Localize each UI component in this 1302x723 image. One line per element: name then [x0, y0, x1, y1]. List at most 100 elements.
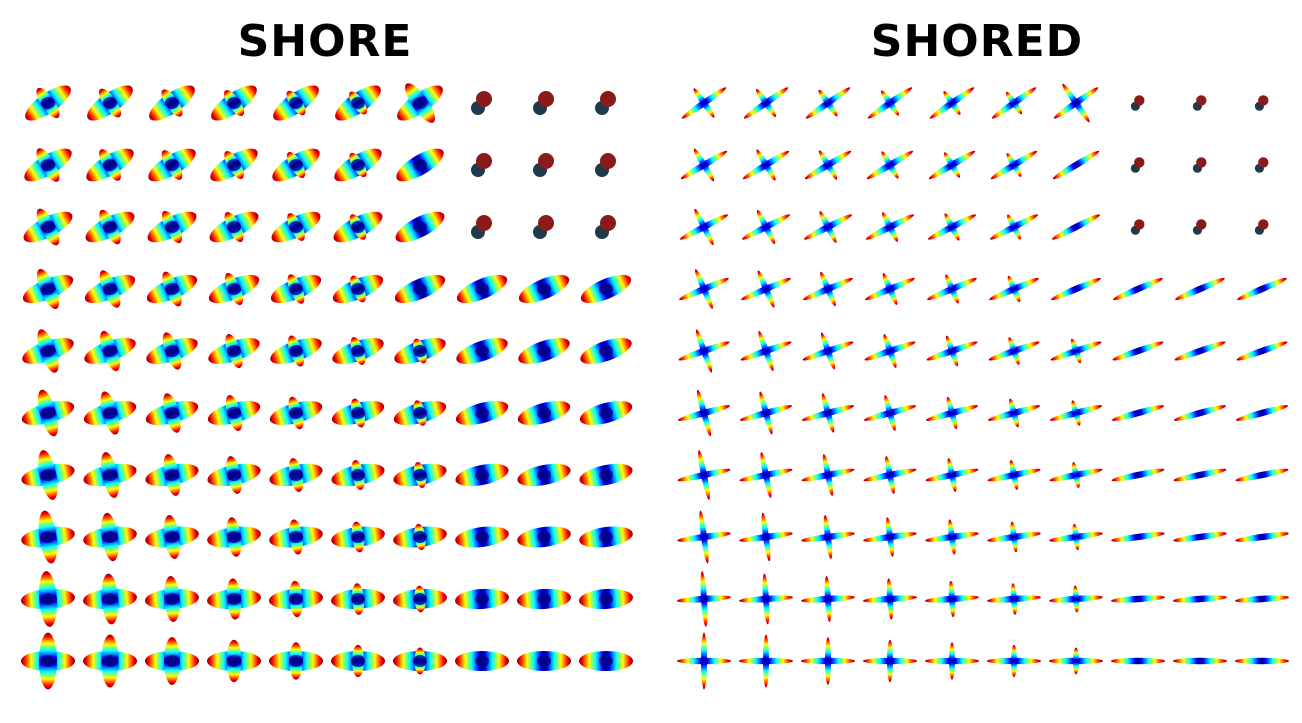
odf-lobe-secondary — [881, 151, 899, 179]
odf-core — [41, 407, 55, 419]
odf-lobe-secondary — [693, 88, 715, 118]
odf-core — [289, 159, 303, 171]
odf-lobe-secondary — [946, 396, 958, 430]
odf-core — [475, 407, 489, 419]
odf-glyph — [1053, 83, 1099, 123]
odf-glyph — [517, 400, 571, 426]
odf-core — [351, 159, 365, 171]
odf-lobe-primary — [1173, 405, 1227, 421]
isotropic-lobe — [600, 91, 616, 107]
isotropic-lobe — [1196, 95, 1207, 106]
odf-glyph — [1051, 214, 1101, 240]
odf-core — [41, 283, 55, 295]
odf-glyph — [579, 463, 633, 487]
odf-glyph — [87, 85, 133, 121]
odf-lobe-primary — [1236, 341, 1288, 361]
odf-core — [41, 97, 55, 109]
odf-glyph — [579, 588, 633, 610]
odf-glyph — [209, 211, 259, 243]
odf-glyph — [928, 150, 976, 180]
odf-core — [103, 221, 117, 233]
odf-glyph — [83, 391, 137, 435]
odf-glyph — [517, 526, 571, 548]
odf-glyph — [580, 337, 632, 365]
odf-glyph — [83, 634, 137, 688]
odf-lobe-secondary — [698, 450, 710, 500]
odf-lobe-secondary — [1010, 583, 1018, 615]
odf-lobe-secondary — [763, 634, 769, 688]
odf-glyph — [21, 450, 75, 500]
odf-glyph — [1112, 341, 1164, 361]
odf-core — [537, 283, 551, 295]
odf-lobe-secondary — [1011, 644, 1017, 678]
odf-glyph — [801, 575, 855, 623]
odf-glyph — [741, 270, 791, 308]
odf-core — [351, 531, 365, 543]
odf-glyph — [1111, 595, 1165, 603]
odf-core — [413, 345, 427, 357]
odf-lobe-secondary — [880, 90, 900, 116]
odf-glyph — [269, 458, 323, 492]
odf-glyph — [927, 274, 977, 304]
odf-glyph — [989, 214, 1039, 240]
odf-glyph — [677, 450, 731, 500]
odf-core — [227, 655, 241, 667]
odf-lobe-secondary — [1062, 83, 1090, 123]
odf-glyph — [677, 571, 731, 627]
odf-core — [475, 531, 489, 543]
odf-glyph — [207, 456, 261, 494]
odf-core — [41, 593, 55, 605]
odf-glyph — [83, 573, 137, 625]
odf-lobe-secondary — [881, 212, 899, 242]
odf-lobe-secondary — [1007, 275, 1021, 303]
isotropic-lobe — [476, 153, 492, 169]
odf-core — [413, 407, 427, 419]
odf-lobe-primary — [1051, 277, 1101, 301]
odf-core — [227, 407, 241, 419]
odf-glyph — [393, 523, 447, 551]
odf-glyph — [1174, 341, 1226, 361]
isotropic-lobe — [538, 215, 554, 231]
odf-glyph — [518, 337, 570, 365]
odf-glyph — [145, 637, 199, 685]
odf-glyph — [1237, 277, 1287, 301]
odf-core — [289, 531, 303, 543]
odf-glyph — [455, 400, 509, 426]
odf-glyph — [333, 211, 383, 243]
odf-glyph — [21, 510, 75, 564]
odf-lobe-secondary — [695, 269, 713, 309]
odf-core — [599, 469, 613, 481]
odf-glyph — [207, 517, 261, 557]
odf-glyph — [23, 208, 73, 246]
odf-core — [227, 159, 241, 171]
odf-lobe-secondary — [700, 571, 708, 627]
odf-glyph — [989, 275, 1039, 303]
odf-glyph — [517, 588, 571, 610]
odf-lobe-secondary — [1071, 400, 1081, 426]
odf-lobe-secondary — [760, 452, 772, 498]
odf-glyph — [864, 334, 916, 368]
odf-lobe-secondary — [761, 512, 771, 562]
odf-core — [289, 283, 303, 295]
odf-glyph — [1235, 595, 1289, 603]
odf-glyph — [149, 85, 195, 121]
odf-glyph — [1051, 277, 1101, 301]
odf-glyph — [24, 148, 72, 182]
odf-lobe-secondary — [701, 632, 707, 690]
odf-glyph — [801, 515, 855, 559]
odf-lobe-secondary — [1006, 153, 1022, 177]
odf-lobe-primary — [1235, 657, 1289, 665]
odf-lobe-primary — [1051, 214, 1101, 240]
odf-lobe-secondary — [762, 573, 770, 625]
odf-glyph — [1235, 532, 1289, 542]
odf-glyph — [866, 150, 914, 180]
odf-lobe-primary — [1173, 468, 1227, 482]
odf-core — [351, 345, 365, 357]
odf-glyph — [595, 215, 616, 239]
odf-glyph — [147, 210, 197, 244]
odf-core — [103, 283, 117, 295]
odf-glyph — [393, 585, 447, 613]
isotropic-lobe — [538, 91, 554, 107]
odf-glyph — [743, 87, 789, 119]
odf-core — [537, 593, 551, 605]
